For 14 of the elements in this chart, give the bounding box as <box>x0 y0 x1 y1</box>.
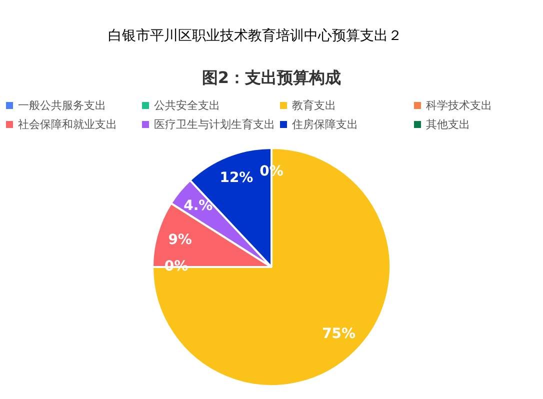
data-label: 75% <box>322 326 356 342</box>
legend-label: 医疗卫生与计划生育支出 <box>154 117 275 132</box>
chart-subtitle: 图2：支出预算构成 <box>200 68 342 89</box>
data-label: 4.% <box>184 198 213 214</box>
chart-title: 白银市平川区职业技术教育培训中心预算支出２ <box>107 27 403 45</box>
legend-label: 教育支出 <box>292 98 336 113</box>
legend-label: 住房保障支出 <box>292 117 358 132</box>
data-label: 9% <box>168 232 192 248</box>
legend-label: 社会保障和就业支出 <box>18 117 117 132</box>
legend-label: 科学技术支出 <box>426 98 492 113</box>
legend-label: 其他支出 <box>426 117 470 132</box>
legend-label: 公共安全支出 <box>154 98 220 113</box>
data-label: 12% <box>220 170 254 186</box>
legend-label: 一般公共服务支出 <box>18 98 106 113</box>
